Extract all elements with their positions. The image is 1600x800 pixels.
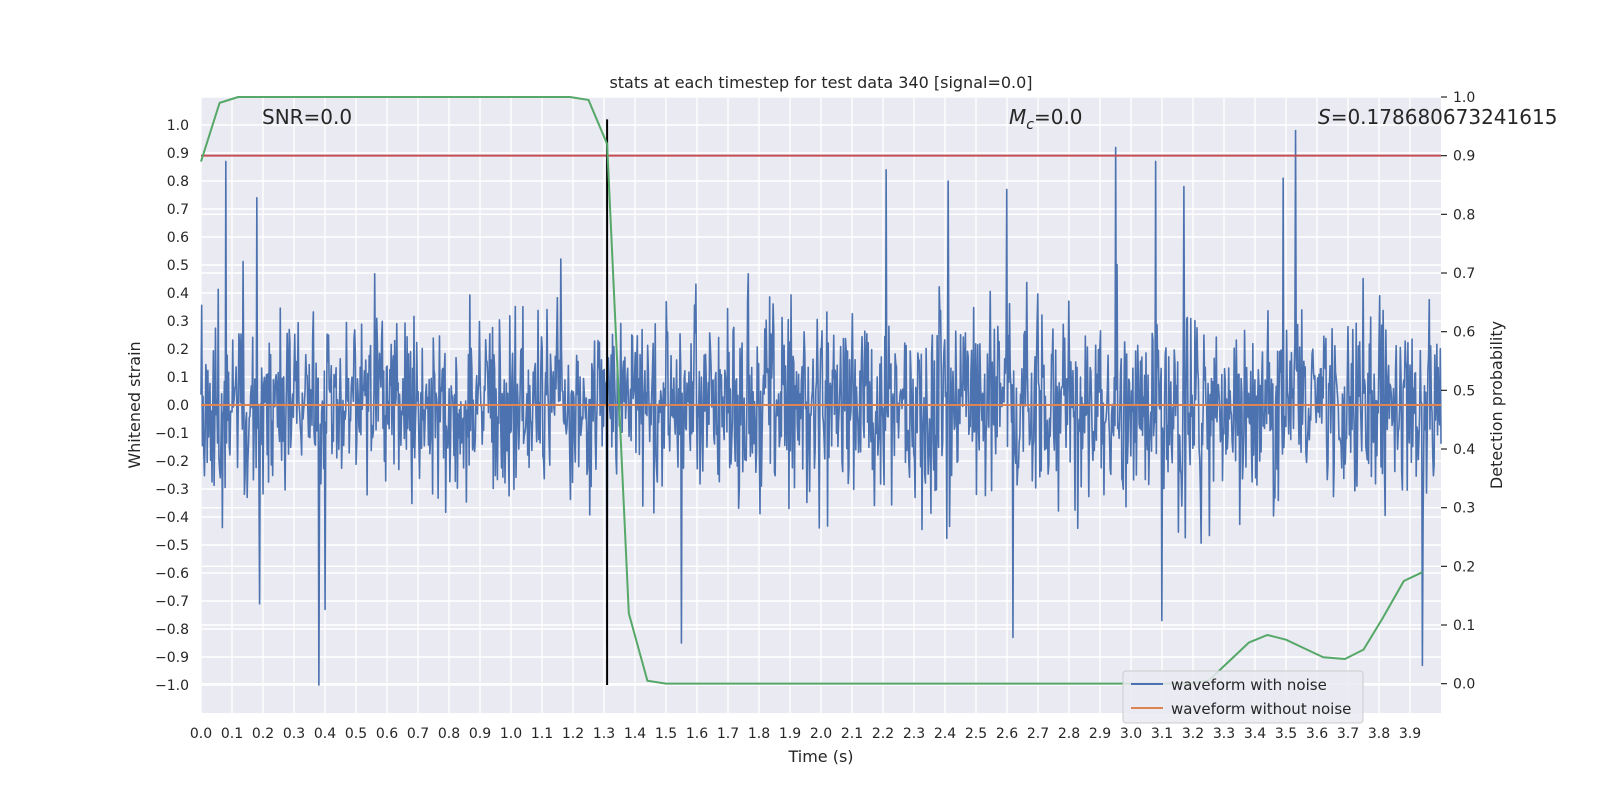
- x-tick-label: 1.6: [686, 726, 708, 742]
- y-axis-label: Whitened strain: [125, 341, 144, 468]
- x-tick-label: 1.0: [500, 726, 522, 742]
- x-tick-label: 2.8: [1058, 726, 1080, 742]
- overlay-lines: [201, 119, 1441, 685]
- x-axis-ticks: 0.0 0.1 0.2 0.3 0.4 0.5 0.6 0.7 0.8 0.9 1.0 1.1 1.2 1…: [190, 726, 1421, 742]
- x-tick-label: 3.3: [1213, 726, 1235, 742]
- x-tick-label: 0.9: [469, 726, 491, 742]
- x-tick-label: 0.3: [283, 726, 305, 742]
- x-tick-label: 1.3: [593, 726, 615, 742]
- x-tick-label: 2.7: [1027, 726, 1049, 742]
- x-tick-label: 2.6: [996, 726, 1018, 742]
- y-tick-label: −0.4: [155, 510, 189, 526]
- y-tick-label: −0.9: [155, 650, 189, 666]
- snr-annotation: SNR=0.0: [262, 105, 352, 129]
- chart-title: stats at each timestep for test data 340…: [609, 73, 1032, 92]
- y2-axis-ticks: 1.0 0.9 0.8 0.7 0.6 0.5 0.4 0.3 0.2 0.1 0.0: [1441, 90, 1475, 693]
- y-tick-label: 0.7: [167, 202, 189, 218]
- y2-axis-label: Detection probability: [1487, 321, 1506, 489]
- y2-tick-label: 0.2: [1453, 559, 1475, 575]
- y2-tick-label: 0.4: [1453, 442, 1475, 458]
- y-tick-label: −0.8: [155, 622, 189, 638]
- y2-tick-label: 0.6: [1453, 325, 1475, 341]
- mc-symbol: M: [1009, 105, 1026, 129]
- x-tick-label: 3.1: [1151, 726, 1173, 742]
- x-tick-label: 2.3: [903, 726, 925, 742]
- x-tick-label: 2.4: [934, 726, 956, 742]
- x-tick-label: 2.0: [810, 726, 832, 742]
- y-tick-label: 1.0: [167, 118, 189, 134]
- y-tick-label: −1.0: [155, 678, 189, 694]
- legend-label-clean: waveform without noise: [1171, 700, 1351, 718]
- x-tick-label: 2.1: [841, 726, 863, 742]
- x-tick-label: 0.6: [376, 726, 398, 742]
- x-tick-label: 1.4: [624, 726, 646, 742]
- x-axis-label: Time (s): [787, 747, 853, 766]
- x-tick-label: 1.9: [779, 726, 801, 742]
- x-tick-label: 1.8: [748, 726, 770, 742]
- x-tick-label: 0.7: [407, 726, 429, 742]
- x-tick-label: 2.5: [965, 726, 987, 742]
- x-tick-label: 0.5: [345, 726, 367, 742]
- y2-tick-label: 1.0: [1453, 90, 1475, 106]
- x-tick-label: 3.0: [1120, 726, 1142, 742]
- x-tick-label: 3.4: [1244, 726, 1266, 742]
- y2-tick-label: 0.1: [1453, 618, 1475, 634]
- y2-tick-label: 0.7: [1453, 266, 1475, 282]
- y2-tick-label: 0.9: [1453, 149, 1475, 165]
- x-tick-label: 3.7: [1337, 726, 1359, 742]
- s-annotation: S=0.178680673241615: [1318, 105, 1557, 129]
- y-tick-label: −0.5: [155, 538, 189, 554]
- legend-label-noise: waveform with noise: [1171, 676, 1327, 694]
- y-tick-label: 0.5: [167, 258, 189, 274]
- legend-box: [1122, 670, 1364, 724]
- y-tick-label: 0.8: [167, 174, 189, 190]
- y-tick-label: 0.2: [167, 342, 189, 358]
- x-tick-label: 1.1: [531, 726, 553, 742]
- y-tick-label: 0.3: [167, 314, 189, 330]
- x-tick-label: 3.5: [1275, 726, 1297, 742]
- y-tick-label: −0.6: [155, 566, 189, 582]
- y-tick-label: 0.9: [167, 146, 189, 162]
- x-tick-label: 0.4: [314, 726, 336, 742]
- x-tick-label: 3.9: [1399, 726, 1421, 742]
- y-tick-label: −0.1: [155, 426, 189, 442]
- x-tick-label: 0.1: [221, 726, 243, 742]
- y-tick-label: 0.1: [167, 370, 189, 386]
- y-tick-label: −0.2: [155, 454, 189, 470]
- x-tick-label: 1.7: [717, 726, 739, 742]
- s-symbol: S: [1318, 105, 1331, 129]
- y-tick-label: −0.7: [155, 594, 189, 610]
- mc-subscript: c: [1026, 117, 1034, 133]
- x-tick-label: 2.2: [872, 726, 894, 742]
- noise-line: [200, 129, 1442, 686]
- x-tick-label: 0.0: [190, 726, 212, 742]
- series-waveform-with-noise: [200, 129, 1442, 686]
- y2-tick-label: 0.3: [1453, 501, 1475, 517]
- x-tick-label: 0.2: [252, 726, 274, 742]
- s-value: =0.178680673241615: [1331, 105, 1558, 129]
- y2-tick-label: 0.0: [1453, 677, 1475, 693]
- x-tick-label: 3.6: [1306, 726, 1328, 742]
- x-tick-label: 3.2: [1182, 726, 1204, 742]
- y-tick-label: 0.6: [167, 230, 189, 246]
- y-axis-ticks: 1.0 0.9 0.8 0.7 0.6 0.5 0.4 0.3 0.2 0.1 0.0 −0.1 −0.…: [155, 118, 189, 694]
- x-tick-label: 2.9: [1089, 726, 1111, 742]
- y2-tick-label: 0.8: [1453, 207, 1475, 223]
- x-tick-label: 0.8: [438, 726, 460, 742]
- mc-annotation: Mc=0.0: [1009, 105, 1083, 133]
- x-tick-label: 1.5: [655, 726, 677, 742]
- x-tick-label: 3.8: [1368, 726, 1390, 742]
- y2-tick-label: 0.5: [1453, 383, 1475, 399]
- legend: waveform with noise waveform without noi…: [1122, 670, 1364, 724]
- y-tick-label: 0.0: [167, 398, 189, 414]
- y-tick-label: 0.4: [167, 286, 189, 302]
- x-tick-label: 1.2: [562, 726, 584, 742]
- mc-value: =0.0: [1034, 105, 1083, 129]
- y-tick-label: −0.3: [155, 482, 189, 498]
